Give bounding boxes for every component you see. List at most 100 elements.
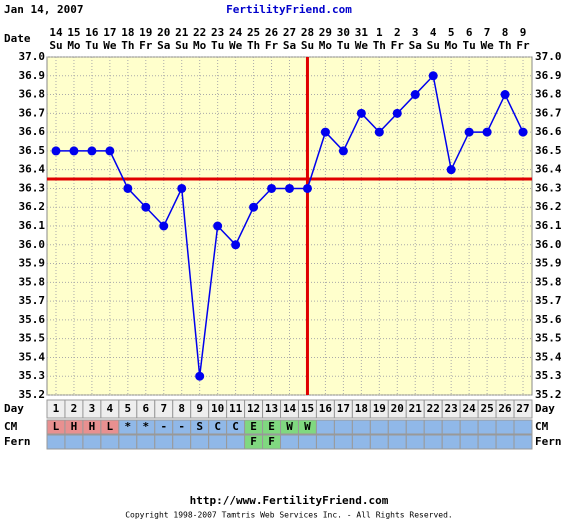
cm-cell	[351, 419, 371, 435]
day-number: 21	[409, 402, 423, 415]
y-tick-label-right: 36.2	[535, 200, 562, 213]
y-tick-label: 36.7	[19, 106, 46, 119]
y-tick-label-right: 36.5	[535, 144, 562, 157]
cm-cell	[369, 419, 389, 435]
temperature-point	[392, 108, 402, 118]
y-tick-label-right: 36.3	[535, 181, 562, 194]
cm-label-right: CM	[535, 420, 549, 433]
cm-value: L	[107, 420, 114, 433]
temperature-point	[141, 202, 151, 212]
fern-value: F	[268, 435, 275, 448]
date: 9	[520, 26, 527, 39]
day-number: 1	[53, 402, 60, 415]
date: 31	[355, 26, 369, 39]
cm-cell	[315, 419, 335, 435]
cm-value: -	[178, 420, 185, 433]
date: 8	[502, 26, 509, 39]
url: http://www.FertilityFriend.com	[190, 494, 389, 507]
y-tick-label-right: 36.8	[535, 88, 562, 101]
y-tick-label: 36.8	[19, 88, 46, 101]
temperature-point	[410, 90, 420, 100]
fern-cell	[333, 434, 353, 450]
cm-cell	[441, 419, 461, 435]
temperature-point	[320, 127, 330, 137]
y-tick-label: 36.0	[19, 238, 46, 251]
day-number: 27	[516, 402, 529, 415]
weekday: Fr	[516, 39, 530, 52]
fern-cell	[477, 434, 497, 450]
y-tick-label-right: 35.3	[535, 369, 562, 382]
weekday: We	[355, 39, 369, 52]
temperature-point	[195, 371, 205, 381]
y-tick-label-right: 36.0	[535, 238, 562, 251]
temperature-point	[87, 146, 97, 156]
y-tick-label: 35.8	[19, 275, 46, 288]
weekday: Sa	[283, 39, 296, 52]
y-tick-label-right: 36.7	[535, 106, 562, 119]
y-tick-label-right: 36.4	[535, 163, 562, 176]
cm-value: H	[71, 420, 78, 433]
fern-label-right: Fern	[535, 435, 562, 448]
date: 30	[337, 26, 350, 39]
y-tick-label-right: 35.2	[535, 388, 562, 401]
fern-cell	[387, 434, 407, 450]
date: 7	[484, 26, 491, 39]
fern-cell	[118, 434, 138, 450]
day-number: 18	[355, 402, 368, 415]
fern-label: Fern	[4, 435, 31, 448]
cm-cell	[405, 419, 425, 435]
fern-cell	[172, 434, 192, 450]
temperature-point	[482, 127, 492, 137]
date: 6	[466, 26, 473, 39]
fern-cell	[226, 434, 246, 450]
cm-cell	[333, 419, 353, 435]
day-number: 13	[265, 402, 278, 415]
weekday: Tu	[337, 39, 350, 52]
y-tick-label: 36.5	[19, 144, 46, 157]
y-tick-label: 36.9	[19, 69, 46, 82]
day-number: 11	[229, 402, 243, 415]
day-number: 4	[107, 402, 114, 415]
day-number: 22	[427, 402, 440, 415]
date: 2	[394, 26, 401, 39]
weekday: Su	[301, 39, 314, 52]
date: 14	[49, 26, 63, 39]
date: 29	[319, 26, 332, 39]
weekday: Fr	[391, 39, 405, 52]
day-number: 23	[445, 402, 458, 415]
date: 28	[301, 26, 314, 39]
y-tick-label: 35.6	[19, 313, 46, 326]
day-number: 24	[463, 402, 477, 415]
temperature-point	[105, 146, 115, 156]
cm-value: E	[250, 420, 257, 433]
fern-cell	[136, 434, 156, 450]
y-tick-label-right: 37.0	[535, 50, 562, 63]
date: 17	[103, 26, 116, 39]
cm-cell	[459, 419, 479, 435]
cm-value: W	[286, 420, 293, 433]
y-tick-label: 37.0	[19, 50, 46, 63]
cm-cell	[495, 419, 515, 435]
y-tick-label: 35.4	[19, 350, 46, 363]
temperature-point	[338, 146, 348, 156]
date: 25	[247, 26, 260, 39]
weekday: Fr	[265, 39, 279, 52]
fern-cell	[495, 434, 515, 450]
date: 4	[430, 26, 437, 39]
day-number: 8	[178, 402, 185, 415]
day-number: 20	[391, 402, 404, 415]
cm-value: E	[268, 420, 275, 433]
day-number: 2	[71, 402, 78, 415]
day-number: 15	[301, 402, 314, 415]
cm-label: CM	[4, 420, 18, 433]
y-tick-label: 35.2	[19, 388, 46, 401]
y-tick-label-right: 35.7	[535, 294, 562, 307]
cm-value: C	[214, 420, 221, 433]
day-number: 3	[89, 402, 96, 415]
weekday: Mo	[67, 39, 81, 52]
day-number: 14	[283, 402, 297, 415]
date: 16	[85, 26, 99, 39]
weekday: Su	[49, 39, 62, 52]
weekday: Tu	[211, 39, 224, 52]
y-tick-label-right: 35.9	[535, 257, 562, 270]
